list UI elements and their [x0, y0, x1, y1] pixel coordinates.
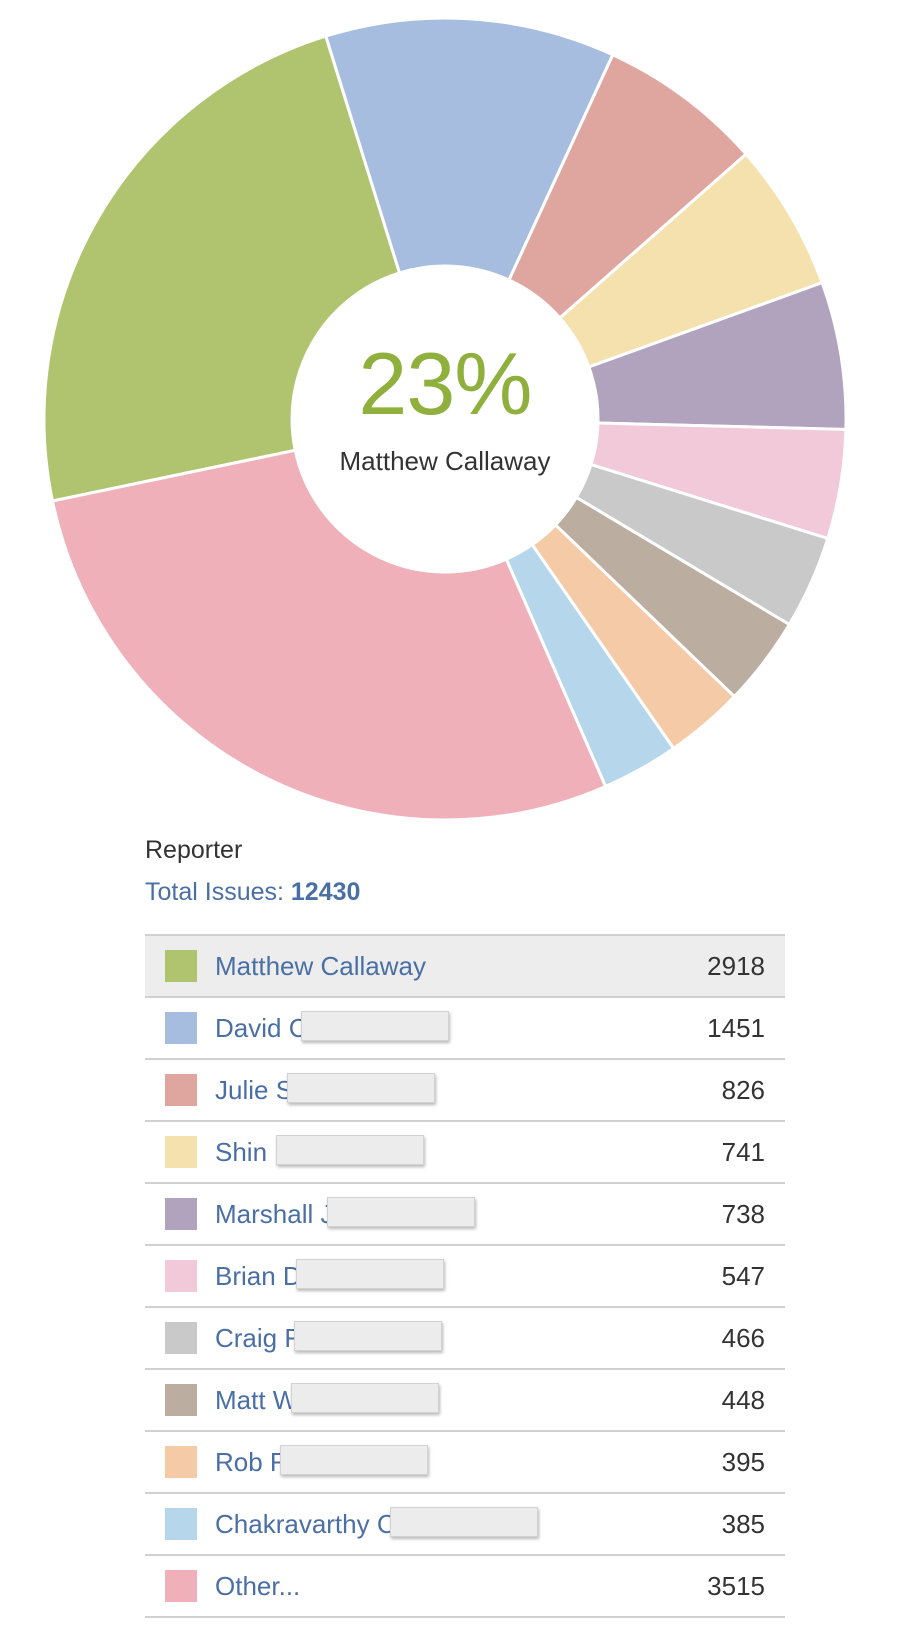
- legend-name-cell: Julie S: [215, 1059, 645, 1121]
- redaction-box: [301, 1011, 449, 1041]
- legend-name-cell: Chakravarthy C: [215, 1493, 645, 1555]
- legend-name-cell: Matthew Callaway: [215, 935, 645, 997]
- legend-name-link[interactable]: David C: [215, 1012, 308, 1043]
- redaction-box: [291, 1383, 439, 1413]
- total-issues: Total Issues: 12430: [145, 878, 360, 907]
- legend-name-link[interactable]: Shin I: [215, 1136, 282, 1167]
- legend-row[interactable]: David C 1451: [145, 997, 785, 1059]
- legend-swatch: [165, 1260, 197, 1292]
- legend-name-cell: Matt W: [215, 1369, 645, 1431]
- legend-value: 547: [721, 1260, 765, 1291]
- legend-swatch-cell: [145, 1555, 215, 1617]
- legend-swatch-cell: [145, 1369, 215, 1431]
- legend-row[interactable]: Craig F 466: [145, 1307, 785, 1369]
- legend-value: 395: [721, 1446, 765, 1477]
- redaction-box: [287, 1073, 435, 1103]
- legend-row[interactable]: Brian D 547: [145, 1245, 785, 1307]
- legend-name-cell: Shin I: [215, 1121, 645, 1183]
- legend-value: 1451: [707, 1012, 765, 1043]
- pie-slice[interactable]: [42, 34, 402, 503]
- legend-swatch-cell: [145, 1059, 215, 1121]
- legend-swatch-cell: [145, 1121, 215, 1183]
- center-label: Matthew Callaway: [339, 446, 551, 476]
- legend-swatch: [165, 1384, 197, 1416]
- legend-value: 466: [721, 1322, 765, 1353]
- legend-row[interactable]: Shin I 741: [145, 1121, 785, 1183]
- total-issues-value: 12430: [290, 878, 361, 906]
- legend-name-link[interactable]: Matt W: [215, 1384, 298, 1415]
- legend-name-link[interactable]: Chakravarthy C: [215, 1508, 396, 1539]
- legend-name-cell: Craig F: [215, 1307, 645, 1369]
- chart-title: Reporter: [145, 836, 243, 864]
- legend-name-cell: David C: [215, 997, 645, 1059]
- legend-row[interactable]: Rob F 395: [145, 1431, 785, 1493]
- legend-table: Matthew Callaway 2918 David C 1451 Julie S 82…: [145, 934, 785, 1618]
- legend-swatch: [165, 1446, 197, 1478]
- legend-swatch: [165, 950, 197, 982]
- legend-value: 2918: [707, 950, 765, 981]
- legend-swatch-cell: [145, 935, 215, 997]
- legend-swatch-cell: [145, 1431, 215, 1493]
- redaction-box: [294, 1321, 442, 1351]
- legend-swatch-cell: [145, 1307, 215, 1369]
- legend-row[interactable]: Chakravarthy C 385: [145, 1493, 785, 1555]
- legend-name-cell: Rob F: [215, 1431, 645, 1493]
- legend-swatch: [165, 1198, 197, 1230]
- legend-swatch: [165, 1074, 197, 1106]
- pie-slice[interactable]: [323, 16, 615, 283]
- legend-name-cell: Other...: [215, 1555, 645, 1617]
- legend-name-link[interactable]: Other...: [215, 1570, 301, 1601]
- legend-value: 3515: [707, 1570, 765, 1601]
- legend-name-link[interactable]: Matthew Callaway: [215, 950, 426, 981]
- redaction-box: [390, 1507, 538, 1537]
- legend-swatch: [165, 1322, 197, 1354]
- legend-swatch: [165, 1136, 197, 1168]
- legend-value: 826: [721, 1074, 765, 1105]
- legend-row[interactable]: Marshall J 738: [145, 1183, 785, 1245]
- center-percent: 23%: [358, 334, 532, 433]
- legend-swatch: [165, 1570, 197, 1602]
- legend-row[interactable]: Other... 3515: [145, 1555, 785, 1617]
- legend-swatch-cell: [145, 1183, 215, 1245]
- legend-swatch: [165, 1012, 197, 1044]
- legend-name-link[interactable]: Rob F: [215, 1446, 286, 1477]
- legend-value: 741: [721, 1136, 765, 1167]
- legend-swatch-cell: [145, 1493, 215, 1555]
- legend-value: 738: [721, 1198, 765, 1229]
- legend-name-link[interactable]: Brian D: [215, 1260, 302, 1291]
- redaction-box: [327, 1197, 475, 1227]
- total-issues-label: Total Issues:: [145, 878, 284, 906]
- legend-row[interactable]: Matt W 448: [145, 1369, 785, 1431]
- redaction-box: [280, 1445, 428, 1475]
- pie-slice[interactable]: [50, 448, 608, 822]
- redaction-box: [276, 1135, 424, 1165]
- legend-row[interactable]: Matthew Callaway 2918: [145, 935, 785, 997]
- legend-name-link[interactable]: Craig F: [215, 1322, 301, 1353]
- legend-row[interactable]: Julie S 826: [145, 1059, 785, 1121]
- redaction-box: [296, 1259, 444, 1289]
- pie-chart: 23% Matthew Callaway: [42, 16, 848, 822]
- legend-value: 448: [721, 1384, 765, 1415]
- legend-value: 385: [721, 1508, 765, 1539]
- legend-swatch-cell: [145, 1245, 215, 1307]
- legend-name-cell: Marshall J: [215, 1183, 645, 1245]
- legend-name-cell: Brian D: [215, 1245, 645, 1307]
- legend-swatch-cell: [145, 997, 215, 1059]
- legend-swatch: [165, 1508, 197, 1540]
- pie-svg: [42, 16, 848, 822]
- legend-name-link[interactable]: Julie S: [215, 1074, 294, 1105]
- legend-name-link[interactable]: Marshall J: [215, 1198, 334, 1229]
